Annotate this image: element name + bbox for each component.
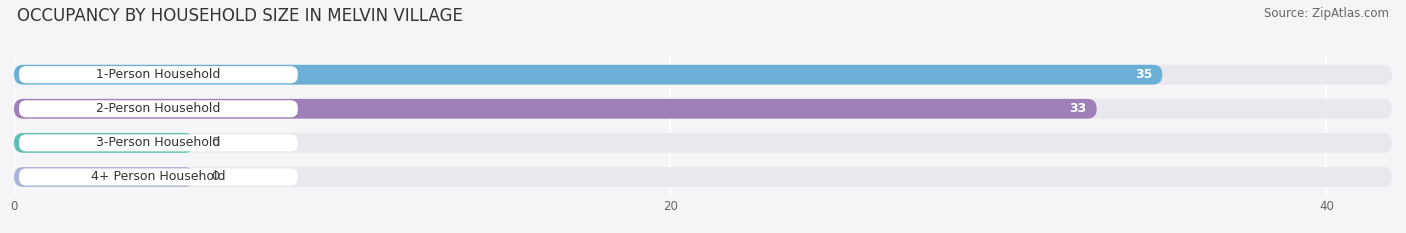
- Text: OCCUPANCY BY HOUSEHOLD SIZE IN MELVIN VILLAGE: OCCUPANCY BY HOUSEHOLD SIZE IN MELVIN VI…: [17, 7, 463, 25]
- Text: 2-Person Household: 2-Person Household: [96, 102, 221, 115]
- Text: Source: ZipAtlas.com: Source: ZipAtlas.com: [1264, 7, 1389, 20]
- Text: 0: 0: [211, 171, 219, 183]
- FancyBboxPatch shape: [14, 167, 194, 187]
- Text: 0: 0: [211, 136, 219, 149]
- FancyBboxPatch shape: [20, 66, 298, 83]
- Text: 4+ Person Household: 4+ Person Household: [91, 171, 225, 183]
- FancyBboxPatch shape: [14, 133, 194, 153]
- Text: 1-Person Household: 1-Person Household: [96, 68, 221, 81]
- FancyBboxPatch shape: [14, 65, 1392, 85]
- FancyBboxPatch shape: [14, 133, 1392, 153]
- Text: 35: 35: [1135, 68, 1153, 81]
- FancyBboxPatch shape: [14, 99, 1097, 119]
- Text: 33: 33: [1070, 102, 1087, 115]
- FancyBboxPatch shape: [20, 168, 298, 185]
- Text: 3-Person Household: 3-Person Household: [96, 136, 221, 149]
- FancyBboxPatch shape: [14, 65, 1163, 85]
- FancyBboxPatch shape: [20, 134, 298, 151]
- FancyBboxPatch shape: [14, 167, 1392, 187]
- FancyBboxPatch shape: [14, 99, 1392, 119]
- FancyBboxPatch shape: [20, 100, 298, 117]
